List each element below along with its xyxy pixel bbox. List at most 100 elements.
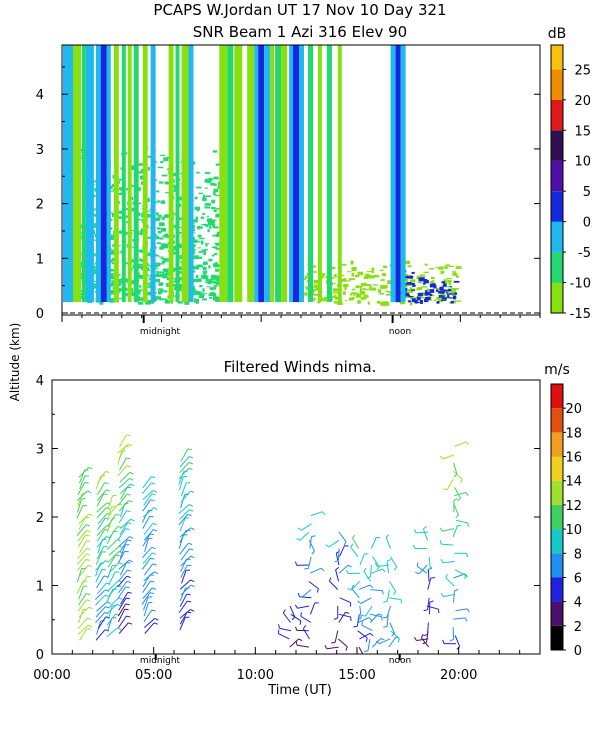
wind-barb-flag	[151, 546, 156, 550]
snr-texture-cell	[164, 298, 167, 300]
wind-barb-flag	[187, 513, 192, 517]
wind-barb	[179, 587, 186, 602]
wind-barb	[179, 527, 192, 538]
snr-texture-cell	[440, 292, 445, 296]
snr-texture-cell	[205, 281, 209, 283]
snr-texture-cell	[441, 281, 445, 284]
snr-texture-cell	[109, 259, 114, 262]
snr-texture-cell	[215, 277, 221, 282]
wind-barb	[78, 513, 90, 525]
snr-texture-cell	[351, 292, 356, 295]
wind-barb	[142, 552, 153, 564]
wind-barb-flag	[464, 575, 466, 580]
snr-texture-cell	[195, 186, 202, 189]
snr-texture-cell	[206, 216, 209, 218]
wind-barb	[426, 605, 439, 610]
snr-texture-cell	[432, 294, 435, 297]
wind-barb	[385, 537, 392, 549]
wind-barb-flag	[88, 606, 93, 610]
snr-texture-cell	[405, 292, 410, 297]
snr-y-tick-label: 4	[36, 88, 44, 103]
snr-texture-cell	[454, 293, 458, 295]
wind-barb	[78, 516, 86, 530]
wind-barb	[416, 565, 428, 574]
wind-barb	[310, 511, 323, 517]
snr-texture-cell	[202, 213, 206, 215]
wind-barb	[108, 545, 120, 556]
wind-barb	[118, 559, 130, 570]
snr-texture-cell	[132, 239, 135, 242]
snr-texture-cell	[109, 268, 114, 272]
snr-texture-cell	[158, 290, 162, 295]
wind-barb	[378, 638, 391, 645]
snr-texture-cell	[171, 281, 176, 283]
snr-column	[150, 45, 156, 303]
wind-barb-flag	[153, 507, 158, 510]
snr-texture-cell	[126, 288, 129, 291]
snr-texture-cell	[146, 275, 153, 277]
wind-barb-flag	[296, 538, 301, 541]
snr-column	[181, 45, 189, 303]
snr-texture-cell	[212, 234, 217, 237]
wind-barb	[107, 605, 113, 620]
snr-texture-cell	[370, 287, 377, 291]
snr-texture-cell	[139, 250, 144, 253]
wind-barb	[309, 567, 322, 574]
wind-barb-flag	[467, 522, 469, 528]
wind-barb-flag	[294, 561, 298, 566]
snr-texture-cell	[171, 267, 176, 271]
wind-barb-flag	[375, 640, 380, 645]
snr-texture-cell	[350, 260, 354, 265]
wind-barb	[117, 551, 126, 564]
snr-texture-cell	[353, 293, 356, 296]
snr-texture-cell	[141, 181, 144, 185]
snr-texture-cell	[205, 224, 209, 228]
wind-barb-flag	[189, 504, 194, 507]
snr-texture-cell	[213, 281, 217, 284]
wind-barb-flag	[125, 597, 130, 600]
wind-barb-flag	[415, 571, 420, 575]
snr-texture-cell	[131, 207, 135, 212]
snr-texture-cell	[162, 268, 166, 272]
snr-texture-cell	[111, 249, 116, 254]
snr-texture-cell	[351, 288, 356, 291]
snr-colorbar-segment	[551, 69, 563, 100]
snr-texture-cell	[450, 300, 454, 304]
wind-barb	[118, 615, 127, 628]
wind-barb-flag	[374, 562, 378, 567]
wind-barb	[180, 548, 190, 561]
wind-barb-flag	[127, 539, 132, 542]
snr-texture-cell	[125, 232, 130, 235]
wind-barb	[108, 580, 119, 591]
snr-texture-cell	[154, 279, 160, 283]
snr-column	[95, 45, 101, 303]
snr-texture-cell	[197, 278, 202, 282]
snr-y-tick-label: 3	[36, 143, 44, 158]
wind-barb-flag	[105, 471, 110, 473]
snr-texture-cell	[447, 289, 452, 292]
wind-barb-flag	[392, 591, 397, 596]
wind-barb	[377, 564, 390, 567]
snr-texture-cell	[160, 243, 166, 247]
wind-barb	[144, 622, 155, 634]
wind-colorbar-tick-label: 14	[565, 475, 582, 490]
snr-texture-cell	[377, 289, 381, 293]
wind-colorbar-segment	[551, 625, 563, 650]
snr-texture-cell	[137, 232, 141, 235]
wind-barb	[446, 479, 454, 490]
snr-texture-cell	[364, 288, 371, 291]
snr-texture-cell	[140, 264, 143, 266]
snr-texture-cell	[195, 241, 201, 243]
snr-texture-cell	[417, 292, 423, 297]
snr-texture-cell	[154, 268, 159, 270]
snr-texture-cell	[214, 264, 219, 268]
wind-barb	[350, 546, 359, 558]
wind-barb-flag	[128, 443, 133, 447]
snr-texture-cell	[210, 292, 216, 294]
wind-barb-flag	[347, 564, 352, 568]
snr-texture-cell	[443, 279, 448, 284]
wind-barb	[119, 471, 131, 483]
wind-barb-flag	[189, 548, 194, 551]
snr-texture-cell	[117, 210, 123, 212]
wind-barb	[143, 523, 154, 535]
